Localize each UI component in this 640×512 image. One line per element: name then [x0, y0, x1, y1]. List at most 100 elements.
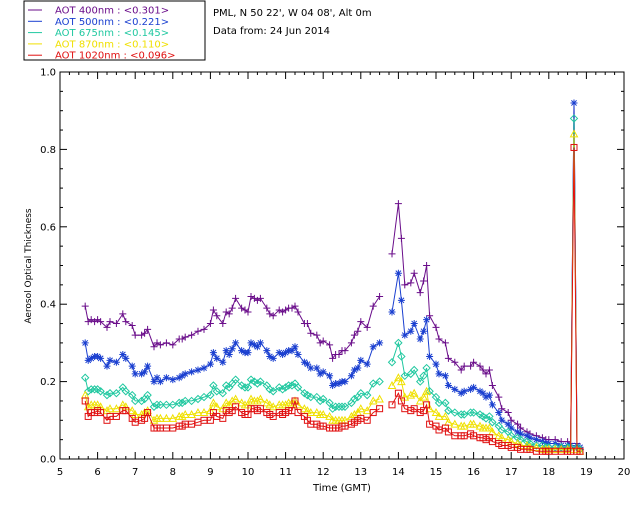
data-point — [469, 419, 478, 428]
data-point — [517, 430, 525, 438]
data-point — [532, 436, 540, 444]
data-point — [275, 349, 283, 357]
data-point — [105, 404, 115, 413]
y-tick-label: 1.0 — [40, 68, 56, 79]
data-point — [313, 364, 321, 372]
data-point — [319, 368, 327, 376]
data-point — [363, 416, 371, 424]
data-point — [180, 409, 190, 418]
series-3 — [80, 114, 585, 454]
data-point — [81, 302, 89, 310]
data-point — [441, 372, 449, 380]
data-point — [457, 366, 465, 374]
data-point — [504, 420, 512, 428]
data-point — [415, 396, 425, 405]
data-point — [570, 99, 578, 107]
data-point — [369, 343, 377, 351]
data-point — [356, 389, 366, 398]
data-point — [169, 376, 177, 384]
data-point — [269, 412, 277, 420]
data-point — [313, 331, 321, 339]
data-point — [168, 413, 178, 422]
data-point — [423, 262, 431, 269]
y-axis-label: Aerosol Optical Thickness — [24, 208, 34, 324]
data-point — [250, 294, 258, 302]
data-point — [434, 398, 444, 408]
data-point — [394, 373, 403, 382]
data-point — [181, 370, 189, 378]
data-point — [329, 354, 337, 362]
data-point — [485, 366, 493, 374]
data-point — [476, 362, 484, 370]
data-point — [87, 316, 95, 324]
data-point — [435, 335, 443, 343]
data-point — [219, 358, 227, 366]
y-tick-label: 0.0 — [40, 455, 56, 466]
data-point — [457, 389, 465, 397]
data-point — [303, 360, 311, 368]
data-point — [256, 339, 264, 347]
data-point — [435, 370, 443, 378]
data-point — [347, 339, 355, 347]
data-point — [193, 408, 203, 417]
data-point — [419, 371, 428, 381]
data-point — [213, 312, 221, 320]
data-point — [470, 358, 478, 366]
data-point — [576, 447, 584, 455]
legend-box — [23, 0, 206, 61]
data-point — [394, 389, 402, 397]
data-point — [341, 347, 349, 355]
data-point — [168, 400, 178, 410]
data-point — [400, 371, 409, 381]
data-point — [550, 444, 560, 453]
data-point — [356, 404, 366, 413]
data-point — [97, 409, 105, 417]
data-point — [459, 410, 469, 419]
data-point — [291, 397, 299, 405]
legend-entry: AOT 400nm : <0.301> — [55, 6, 169, 17]
data-point — [450, 408, 460, 417]
data-point — [354, 364, 362, 372]
data-point — [144, 325, 152, 333]
data-point — [284, 381, 293, 390]
data-point — [162, 374, 170, 382]
data-point — [112, 412, 120, 420]
data-point — [194, 366, 202, 374]
data-point — [420, 327, 428, 335]
data-point — [141, 368, 149, 376]
data-point — [329, 381, 337, 389]
data-point — [247, 339, 255, 347]
data-point — [244, 349, 252, 357]
data-point — [293, 383, 303, 392]
legend: AOT 400nm : <0.301>AOT 500nm : <0.221>AO… — [23, 0, 206, 62]
data-point — [325, 398, 334, 408]
data-point — [328, 404, 337, 413]
data-point — [219, 320, 227, 328]
data-point — [470, 383, 478, 391]
data-point — [388, 401, 396, 409]
data-point — [451, 385, 459, 393]
data-point — [141, 329, 149, 337]
data-point — [206, 390, 215, 400]
data-point — [397, 234, 405, 242]
data-point — [175, 374, 183, 382]
data-point — [357, 356, 365, 364]
data-point — [238, 347, 246, 355]
data-point — [83, 387, 93, 396]
data-point — [363, 323, 371, 331]
data-point — [253, 296, 261, 304]
series-line — [84, 118, 581, 450]
data-point — [231, 394, 240, 403]
legend-entry: AOT 675nm : <0.145> — [55, 28, 169, 39]
x-tick-label: 13 — [354, 467, 367, 478]
data-point — [232, 294, 240, 302]
x-tick-label: 9 — [207, 467, 213, 478]
data-point — [318, 394, 328, 404]
data-point — [410, 269, 418, 277]
data-point — [294, 409, 302, 417]
data-point — [263, 304, 271, 312]
x-tick-label: 6 — [94, 467, 100, 478]
data-point — [269, 312, 277, 320]
data-point — [315, 396, 325, 406]
